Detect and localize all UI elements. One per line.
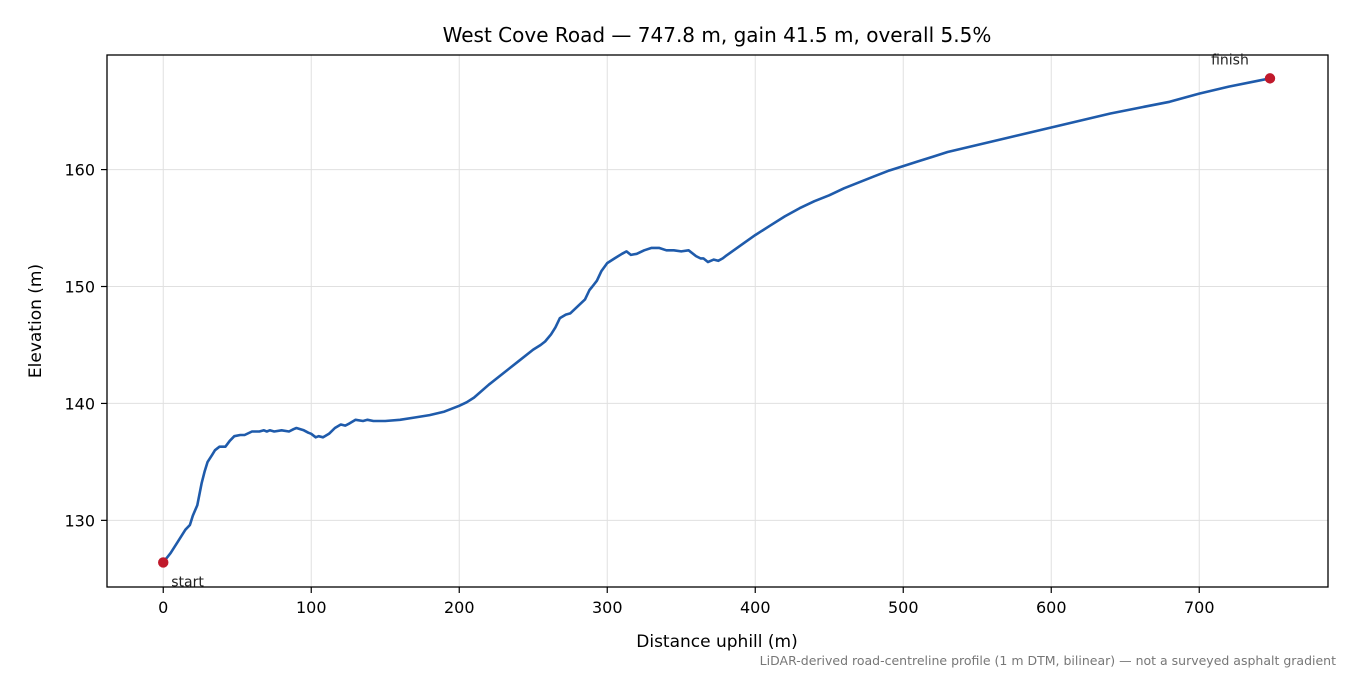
x-tick-label: 600 bbox=[1036, 598, 1067, 617]
elevation-series-line bbox=[161, 77, 1272, 564]
finish-annotation: finish bbox=[1211, 52, 1249, 68]
x-tick-label: 300 bbox=[592, 598, 623, 617]
y-tick-label: 160 bbox=[64, 161, 95, 180]
y-tick-label: 130 bbox=[64, 511, 95, 530]
footnote: LiDAR-derived road-centreline profile (1… bbox=[760, 653, 1336, 668]
x-tick-label: 400 bbox=[740, 598, 771, 617]
x-tick-label: 200 bbox=[444, 598, 475, 617]
y-axis-ticks: 130 140 150 160 bbox=[64, 161, 107, 530]
y-tick-label: 150 bbox=[64, 278, 95, 297]
y-axis-label: Elevation (m) bbox=[26, 264, 46, 378]
x-axis-ticks: 0 100 200 300 400 500 600 700 bbox=[158, 587, 1215, 617]
start-marker bbox=[158, 557, 169, 568]
chart-title: West Cove Road — 747.8 m, gain 41.5 m, o… bbox=[443, 23, 992, 47]
finish-marker bbox=[1264, 73, 1276, 84]
x-tick-label: 700 bbox=[1184, 598, 1215, 617]
x-tick-label: 0 bbox=[158, 598, 168, 617]
x-tick-label: 100 bbox=[296, 598, 327, 617]
plot-frame bbox=[106, 54, 1329, 588]
y-tick-label: 140 bbox=[64, 394, 95, 413]
x-tick-label: 500 bbox=[888, 598, 919, 617]
start-annotation: start bbox=[171, 574, 204, 590]
grid-lines bbox=[107, 55, 1328, 587]
x-axis-label: Distance uphill (m) bbox=[636, 632, 797, 652]
